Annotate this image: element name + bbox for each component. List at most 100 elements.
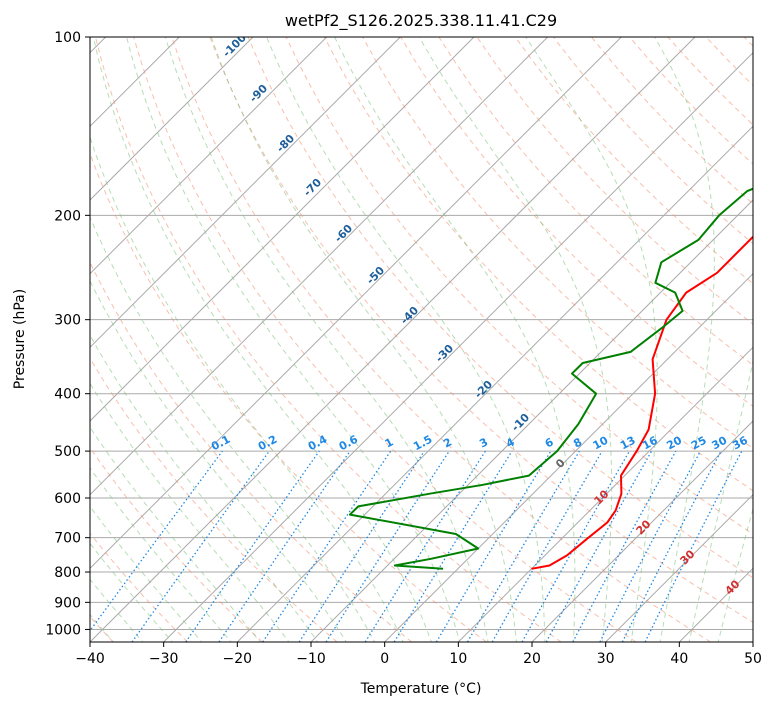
dry-adiabat-label: -70	[301, 176, 324, 199]
moist-adiabat-label: 30	[678, 547, 698, 567]
y-axis-label: Pressure (hPa)	[12, 289, 28, 389]
mixing-ratio-label: 25	[689, 434, 709, 453]
mixing-ratio-line	[393, 450, 513, 642]
dry-adiabat-line	[95, 37, 562, 642]
dry-adiabats	[90, 37, 753, 642]
dewpoint-profile-line	[349, 187, 753, 570]
mixing-ratio-label: 20	[664, 434, 684, 453]
dry-adiabat-line	[90, 152, 487, 642]
moist-adiabat-line	[266, 37, 546, 642]
x-axis-ticks: −40 −30 −20 −10 0 10 20 30 40 50	[75, 642, 762, 667]
moist-adiabat-label: 40	[723, 577, 743, 597]
isotherm-line	[90, 37, 623, 570]
x-tick-label: −10	[296, 651, 326, 667]
mixing-ratio-line	[218, 450, 351, 642]
mixing-ratio-line	[644, 450, 743, 642]
x-axis-label: Temperature (°C)	[360, 681, 482, 697]
mixing-ratio-lines	[90, 450, 743, 642]
moist-adiabat-line	[164, 37, 489, 642]
x-tick-label: 0	[380, 651, 389, 667]
mixing-ratio-line	[90, 450, 223, 632]
moist-adiabat-line	[126, 37, 461, 642]
moist-adiabats	[90, 37, 753, 642]
isotherm-line	[384, 272, 753, 642]
mixing-ratio-label: 0.6	[337, 433, 361, 454]
x-tick-label: 30	[597, 651, 615, 667]
dry-adiabat-line	[476, 37, 753, 325]
y-tick-label: 100	[54, 30, 81, 46]
isotherm-line	[90, 37, 696, 642]
isotherm-line	[0, 10, 59, 642]
isotherm-line	[531, 420, 753, 642]
mixing-ratio-line	[131, 450, 270, 642]
dry-adiabat-label: -80	[274, 132, 297, 155]
moist-adiabat-line	[90, 382, 290, 642]
moist-adiabat-line	[688, 358, 753, 642]
dry-adiabat-label: -40	[398, 304, 421, 327]
moist-adiabat-line	[210, 37, 517, 642]
dry-adiabat-label: -10	[509, 411, 532, 434]
mixing-ratio-line	[325, 450, 450, 642]
y-tick-label: 200	[54, 208, 81, 224]
mixing-ratio-label: 2	[441, 435, 454, 450]
mixing-ratio-line	[599, 450, 702, 642]
mixing-ratio-line	[572, 450, 677, 642]
x-tick-label: 40	[670, 651, 688, 667]
dry-adiabat-line	[743, 37, 753, 47]
dry-adiabat-label: -30	[433, 342, 456, 365]
dry-adiabat-line	[90, 357, 338, 642]
dry-adiabat-line	[90, 532, 189, 642]
mixing-ratio-label: 30	[710, 434, 730, 453]
isotherm-line	[90, 37, 402, 349]
sounding-profiles	[349, 187, 753, 570]
moist-adiabat-line	[418, 37, 613, 642]
dry-adiabat-line	[552, 37, 753, 245]
moist-adiabat-label: 0	[553, 456, 568, 471]
moist-adiabat-line	[654, 37, 715, 642]
y-tick-label: 300	[54, 313, 81, 329]
dry-adiabat-label: -20	[472, 378, 495, 401]
mixing-ratio-label: 3	[477, 435, 490, 450]
dry-adiabat-line	[247, 37, 753, 579]
isotherm-line	[236, 125, 753, 642]
mixing-ratio-line	[185, 450, 320, 642]
dry-adiabat-line	[90, 261, 413, 642]
x-tick-label: −40	[75, 651, 105, 667]
moist-adiabat-line	[90, 578, 144, 642]
isotherm-line	[90, 37, 254, 201]
mixing-ratio-label: 8	[571, 435, 584, 450]
isotherm-line	[90, 37, 475, 422]
isotherm-line	[163, 51, 753, 642]
mixing-ratio-line	[521, 450, 631, 642]
plot-frame	[89, 36, 754, 643]
isotherm-line	[678, 567, 753, 642]
isotherm-line	[605, 493, 753, 642]
mixing-ratio-line	[435, 450, 552, 642]
mixing-ratio-line	[298, 450, 425, 642]
moist-adiabat-label: 10	[592, 487, 612, 507]
dry-adiabat-line	[209, 37, 753, 623]
dry-adiabat-label: -60	[332, 222, 355, 245]
x-tick-label: −30	[149, 651, 179, 667]
x-tick-label: 20	[523, 651, 541, 667]
plot-area: -100-90-80-70-60-50-40-30-20-10010203040…	[0, 10, 753, 642]
moist-adiabat-line	[92, 37, 432, 642]
x-tick-label: −20	[223, 651, 253, 667]
y-tick-label: 600	[54, 491, 81, 507]
y-tick-label: 1000	[45, 622, 81, 638]
mixing-ratio-label: 10	[591, 434, 611, 453]
mixing-ratio-label: 13	[618, 434, 638, 453]
isotherm-line	[457, 346, 753, 642]
dry-adiabat-line	[705, 37, 753, 87]
dry-adiabat-label: -90	[247, 82, 270, 105]
moist-adiabat-line	[90, 426, 261, 642]
moist-adiabat-line	[717, 506, 753, 642]
y-tick-label: 800	[54, 565, 81, 581]
dry-adiabat-line	[400, 37, 753, 407]
moist-adiabat-line	[90, 215, 376, 642]
isotherm-line	[752, 641, 753, 642]
temperature-profile-line	[531, 235, 753, 570]
mixing-ratio-label: 1.5	[411, 433, 434, 454]
mixing-ratio-label: 0.4	[306, 433, 330, 454]
